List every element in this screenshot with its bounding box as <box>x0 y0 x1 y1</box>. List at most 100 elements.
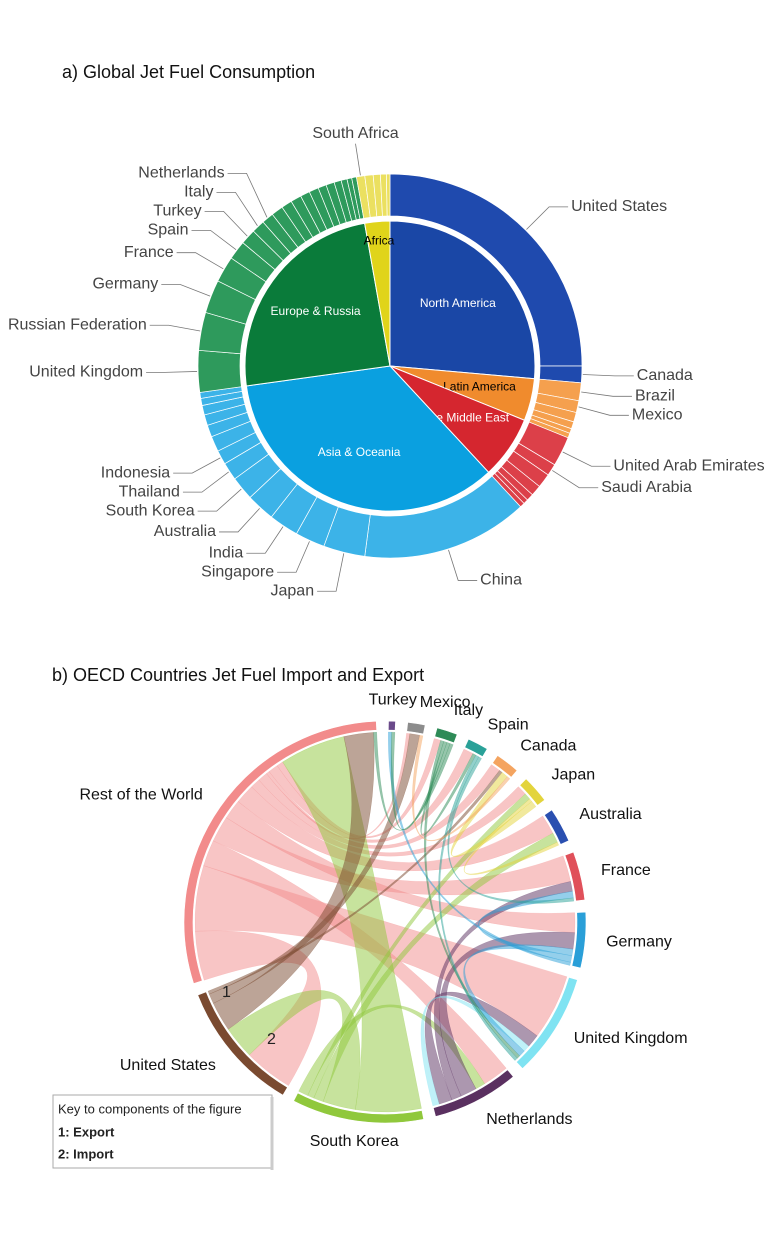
node-arc <box>464 738 488 758</box>
country-label: Saudi Arabia <box>601 479 692 496</box>
leader-line <box>448 549 478 581</box>
region-label: North America <box>420 296 496 310</box>
country-label: Spain <box>148 222 189 239</box>
node-label: Netherlands <box>486 1111 572 1128</box>
leader-line <box>562 451 611 467</box>
node-arc <box>406 721 426 735</box>
chart-title: b) OECD Countries Jet Fuel Import and Ex… <box>52 665 424 685</box>
region-label: Latin America <box>443 380 516 394</box>
key-title: Key to components of the figure <box>58 1101 242 1116</box>
region-label: Asia & Oceania <box>318 445 401 459</box>
leader-line <box>146 371 198 373</box>
country-label: France <box>124 244 174 261</box>
leader-line <box>582 374 634 377</box>
country-label: Indonesia <box>101 464 170 481</box>
country-label: Thailand <box>119 483 180 500</box>
leader-line <box>219 508 260 533</box>
flow-ribbon <box>313 832 558 1102</box>
node-arc <box>515 976 578 1070</box>
country-label: Japan <box>271 582 315 599</box>
node-arc <box>434 727 458 744</box>
country-label: Singapore <box>201 563 274 580</box>
country-label: Turkey <box>153 203 201 220</box>
leader-line <box>355 143 361 176</box>
leader-line <box>317 553 345 592</box>
leader-line <box>182 471 229 493</box>
node-label: Turkey <box>369 691 417 708</box>
leader-line <box>173 457 221 474</box>
node-label: United Kingdom <box>574 1030 688 1047</box>
node-arc <box>197 991 288 1096</box>
flow-ribbon <box>207 770 503 995</box>
country-label: Australia <box>154 523 216 540</box>
node-label: United States <box>120 1057 216 1074</box>
node-arc <box>571 911 587 969</box>
leader-line <box>227 172 268 218</box>
leader-line <box>191 229 237 250</box>
leader-line <box>176 252 224 270</box>
country-label: Russian Federation <box>8 316 147 333</box>
node-arc <box>492 755 518 778</box>
country-label: Canada <box>637 367 693 384</box>
leader-line <box>216 191 258 226</box>
node-label: South Korea <box>310 1133 399 1150</box>
node-label: Spain <box>488 716 529 733</box>
country-label: Italy <box>184 184 213 201</box>
country-label: United Kingdom <box>29 364 143 381</box>
flow-ribbon <box>203 840 507 1085</box>
country-label: United Arab Emirates <box>613 457 764 474</box>
country-label: Brazil <box>635 388 675 405</box>
node-arc <box>432 1069 514 1117</box>
node-label: Australia <box>579 806 641 823</box>
node-arc <box>388 720 396 731</box>
node-arc <box>543 809 570 845</box>
region-slice <box>364 220 391 367</box>
flow-ribbon <box>450 772 537 857</box>
leader-line <box>161 284 211 297</box>
key-entry: 2: Import <box>58 1146 114 1161</box>
annotation: 2 <box>267 1031 276 1048</box>
region-label: The Middle East <box>422 410 509 424</box>
country-label: India <box>209 544 244 561</box>
ribbons <box>194 731 576 1113</box>
country-label: United States <box>571 198 667 215</box>
country-label: South Korea <box>106 502 195 519</box>
country-label: China <box>480 572 522 589</box>
node-label: Italy <box>454 702 483 719</box>
country-label: South Africa <box>312 125 398 142</box>
leader-line <box>526 206 569 230</box>
region-slice <box>244 222 391 387</box>
node-label: Germany <box>606 933 672 950</box>
flow-ribbon <box>194 930 322 1086</box>
annotation: 1 <box>222 984 231 1001</box>
leader-line <box>277 541 310 573</box>
node-label: Mexico <box>420 694 471 711</box>
node-label: France <box>601 862 651 879</box>
region-slice <box>389 220 536 380</box>
flow-ribbon <box>282 736 422 1113</box>
node-arc <box>564 851 586 902</box>
country-label: Germany <box>92 276 158 293</box>
key-entry: 1: Export <box>58 1124 115 1139</box>
leader-line <box>197 488 242 512</box>
region-slice <box>245 365 490 512</box>
leader-line <box>204 210 248 237</box>
key-box <box>52 1094 273 1169</box>
leader-line <box>149 324 201 332</box>
node-label: Japan <box>552 766 596 783</box>
leader-line <box>581 391 632 397</box>
node-arc <box>293 1092 424 1124</box>
leader-line <box>552 470 599 489</box>
region-label: Europe & Russia <box>271 304 361 318</box>
country-segment <box>386 173 391 217</box>
leader-line <box>578 406 629 416</box>
flow-ribbon <box>388 731 571 966</box>
node-label: Canada <box>520 737 576 754</box>
country-segment <box>197 349 242 393</box>
flow-ribbon <box>439 931 575 1097</box>
node-arc <box>183 720 377 984</box>
leader-line <box>246 526 284 554</box>
country-label: Netherlands <box>138 165 224 182</box>
flow-ribbon <box>433 881 573 1101</box>
